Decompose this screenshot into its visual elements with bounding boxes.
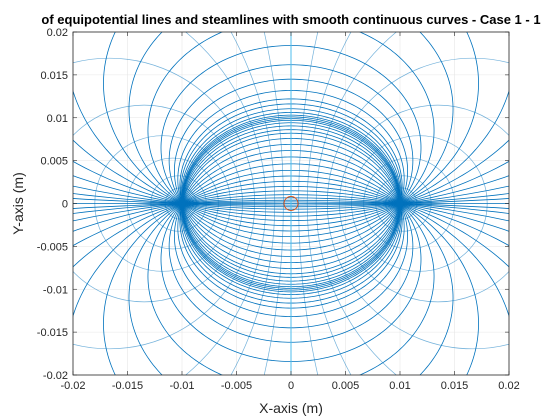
y-tick-label: -0.01 (43, 284, 68, 296)
equipotential-line (185, 32, 267, 375)
equipotential-line (327, 57, 509, 350)
equipotential-line (73, 104, 243, 303)
x-tick-label: 0.01 (389, 380, 410, 392)
y-tick-label: 0.02 (47, 27, 68, 39)
streamline (181, 108, 401, 282)
streamline (128, 169, 454, 375)
streamline (103, 32, 479, 232)
equipotential-line (385, 187, 418, 220)
x-tick-label: 0 (288, 380, 294, 392)
streamline (147, 163, 435, 375)
streamline (103, 175, 479, 375)
x-tick-label: 0.005 (332, 380, 360, 392)
y-tick-label: 0.015 (40, 70, 68, 82)
streamline (180, 103, 402, 278)
streamline (160, 156, 422, 362)
equipotential-line (73, 57, 255, 350)
streamline (168, 150, 414, 343)
origin-circle-marker (283, 196, 299, 211)
streamline (128, 32, 454, 238)
equipotential-line (164, 187, 197, 220)
equipotential-line (230, 32, 276, 375)
x-tick-label: -0.01 (169, 380, 194, 392)
y-tick-label: -0.02 (43, 370, 68, 382)
equipotential-line (127, 157, 219, 250)
equipotential-line (263, 32, 284, 375)
streamline (73, 139, 509, 222)
equipotential-line (306, 32, 352, 375)
streamline (173, 78, 408, 264)
equipotential-line (363, 157, 455, 250)
y-tick-label: 0.005 (40, 156, 68, 168)
ticks: -0.02 -0.015 -0.01 -0.005 0 0.005 0.01 0.015 0.0… (37, 27, 520, 392)
chart-title: of equipotential lines and steamlines wi… (41, 12, 540, 27)
streamline (73, 190, 509, 247)
streamline (180, 129, 402, 304)
equipotential-line (351, 135, 488, 272)
x-tick-label: -0.02 (60, 380, 85, 392)
y-tick-label: -0.015 (37, 327, 68, 339)
x-tick-label: 0.015 (441, 380, 469, 392)
streamline (73, 185, 509, 268)
streamline (177, 138, 405, 317)
streamline (179, 98, 403, 275)
equipotential-line (150, 175, 207, 232)
streamline (181, 125, 401, 299)
streamline (177, 90, 405, 269)
streamline (168, 64, 414, 257)
x-tick-label: -0.015 (112, 380, 143, 392)
streamline (147, 32, 435, 244)
streamline (73, 160, 509, 217)
streamline (179, 132, 403, 309)
x-tick-label: -0.005 (221, 380, 252, 392)
overlay-layer (283, 32, 299, 375)
equipotential-line (298, 32, 319, 375)
streamline (160, 45, 422, 251)
pole-cluster (179, 195, 185, 212)
y-tick-label: 0 (62, 199, 68, 211)
y-tick-label: -0.005 (37, 241, 68, 253)
x-tick-label: 0.02 (498, 380, 519, 392)
y-axis-label: Y-axis (m) (10, 172, 26, 235)
streamline (173, 143, 408, 329)
x-axis-label: X-axis (m) (259, 400, 323, 416)
pole-cluster (397, 195, 403, 212)
y-tick-label: 0.01 (47, 113, 68, 125)
equipotential-line (339, 104, 509, 303)
equipotential-line (375, 175, 432, 232)
equipotential-line (94, 135, 231, 272)
equipotential-line (315, 32, 397, 375)
